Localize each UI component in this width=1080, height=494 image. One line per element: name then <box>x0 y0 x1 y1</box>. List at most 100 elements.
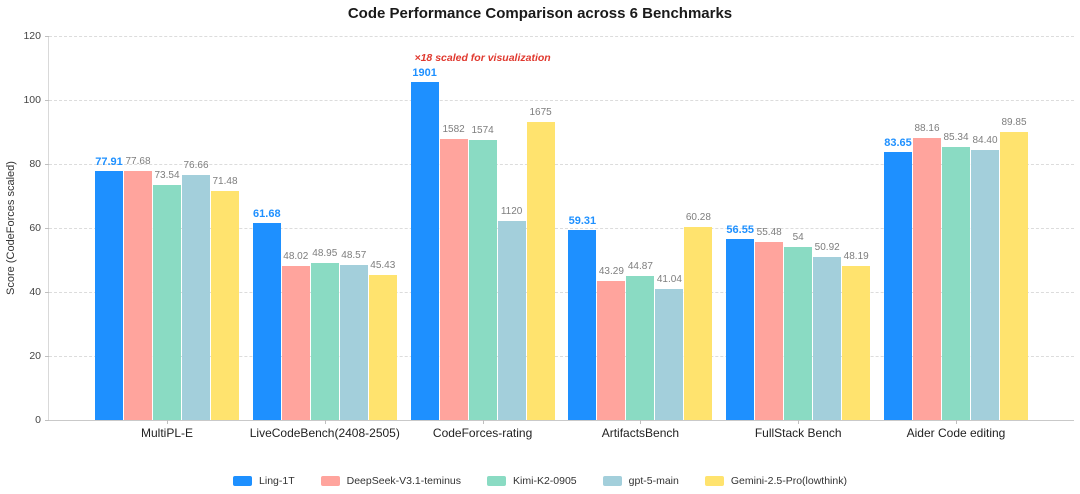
bar <box>813 257 842 420</box>
y-tick-mark <box>45 36 49 37</box>
bar-cell: 88.16 <box>913 36 941 420</box>
gridline <box>49 356 1074 357</box>
bar-value-label: 88.16 <box>914 122 940 134</box>
legend-item: Kimi-K2-0905 <box>487 475 577 487</box>
gridline <box>49 164 1074 165</box>
bar-value-label: 84.40 <box>972 134 998 146</box>
bar-cell: 61.68 <box>252 36 281 420</box>
y-tick-mark <box>45 292 49 293</box>
legend-swatch <box>704 476 724 486</box>
bar-value-label: 50.92 <box>814 242 840 254</box>
bar-value-label: 73.54 <box>154 169 180 181</box>
bar <box>597 281 626 420</box>
y-tick-mark <box>45 356 49 357</box>
bar-group: 56.55 55.48 54 50.92 48.19 <box>726 36 871 420</box>
bar-value-label: 1582 <box>442 123 465 135</box>
y-tick-label: 0 <box>35 414 41 426</box>
bar <box>468 140 497 420</box>
bar-value-label: 77.91 <box>95 155 123 168</box>
bar <box>1000 132 1028 420</box>
bar-value-label: 48.19 <box>843 250 869 262</box>
bar-cell: 43.29 <box>597 36 626 420</box>
y-tick-label: 100 <box>23 94 41 106</box>
bar-cell: 56.55 <box>726 36 755 420</box>
bar-cell: 77.68 <box>124 36 152 420</box>
bar-cell: 45.43 <box>368 36 397 420</box>
bar-value-label: 71.48 <box>212 176 238 188</box>
bar-cell: 60.28 <box>684 36 713 420</box>
bar-cell: 83.65 <box>884 36 912 420</box>
legend-item: gpt-5-main <box>602 475 679 487</box>
bar-cell: 85.34 <box>942 36 970 420</box>
bar-value-label: 85.34 <box>943 131 969 143</box>
bar-cell: 59.31 <box>568 36 597 420</box>
bar-cell: 55.48 <box>755 36 784 420</box>
bar <box>310 263 339 420</box>
bar <box>726 239 755 420</box>
bar <box>884 152 912 420</box>
legend-label: Ling-1T <box>259 475 295 487</box>
bar <box>153 184 181 420</box>
bar <box>626 276 655 420</box>
gridline <box>49 36 1074 37</box>
bar <box>281 266 310 420</box>
bar-value-label: 76.66 <box>183 159 209 171</box>
bar <box>568 230 597 420</box>
legend-swatch <box>233 476 253 486</box>
legend-item: Gemini-2.5-Pro(lowthink) <box>704 475 847 487</box>
bar <box>684 227 713 420</box>
bar-value-label: 77.68 <box>125 156 151 168</box>
bar-group: 1901 1582 1574 1120 1675 <box>410 36 555 420</box>
bar-value-label: 48.02 <box>283 251 309 263</box>
bar <box>368 274 397 420</box>
bar <box>95 170 123 420</box>
bar-cell: 48.95 <box>310 36 339 420</box>
bar-cell: 48.19 <box>842 36 871 420</box>
bar-value-label: 48.95 <box>312 248 338 260</box>
bar-value-label: 43.29 <box>598 266 624 278</box>
bar-cell: 89.85 <box>1000 36 1028 420</box>
bar-value-label: 41.04 <box>656 273 682 285</box>
legend-item: Ling-1T <box>233 475 295 487</box>
bar-value-label: 61.68 <box>253 207 281 220</box>
bar-value-label: 83.65 <box>884 137 912 150</box>
bar <box>252 222 281 420</box>
x-tick-label: ArtifactsBench <box>601 426 680 440</box>
bar <box>655 288 684 420</box>
bar-cell: 1120 <box>497 36 526 420</box>
y-tick-mark <box>45 420 49 421</box>
bar-group: 77.91 77.68 73.54 76.66 71.48 <box>95 36 239 420</box>
x-tick-label: CodeForces-rating <box>432 426 533 440</box>
x-tick-mark <box>167 420 168 424</box>
y-tick-label: 60 <box>29 222 41 234</box>
bar-cell: 50.92 <box>813 36 842 420</box>
bar <box>339 264 368 420</box>
x-tick-label: FullStack Bench <box>754 426 842 440</box>
bar-cell: 1574 <box>468 36 497 420</box>
bar-value-label: 1901 <box>412 67 437 80</box>
legend-label: Gemini-2.5-Pro(lowthink) <box>730 475 847 487</box>
y-tick-mark <box>45 164 49 165</box>
bar-value-label: 59.31 <box>568 215 597 228</box>
bar <box>497 220 526 420</box>
x-tick-label: MultiPL-E <box>140 426 193 440</box>
chart-title: Code Performance Comparison across 6 Ben… <box>347 5 733 22</box>
y-tick-label: 40 <box>29 286 41 298</box>
bar <box>971 149 999 420</box>
bar-value-label: 56.55 <box>726 224 754 237</box>
bar-value-label: 1120 <box>500 205 523 217</box>
bar-cell: 1675 <box>526 36 555 420</box>
bar-cell: 44.87 <box>626 36 655 420</box>
x-tick-label: LiveCodeBench(2408-2505) <box>249 426 400 440</box>
y-tick-mark <box>45 228 49 229</box>
legend-item: DeepSeek-V3.1-teminus <box>320 475 461 487</box>
bar <box>439 138 468 420</box>
legend-swatch <box>602 476 622 486</box>
plot-area: 0 20 40 60 80 100 120 77.91 77.68 73.54 76.66 71.48… <box>23 30 1074 440</box>
gridline <box>49 100 1074 101</box>
bar-cell: 48.02 <box>281 36 310 420</box>
bar-group: 83.65 88.16 85.34 84.40 89.85 <box>884 36 1028 420</box>
bar <box>784 247 813 420</box>
bar-value-label: 60.28 <box>685 212 711 224</box>
